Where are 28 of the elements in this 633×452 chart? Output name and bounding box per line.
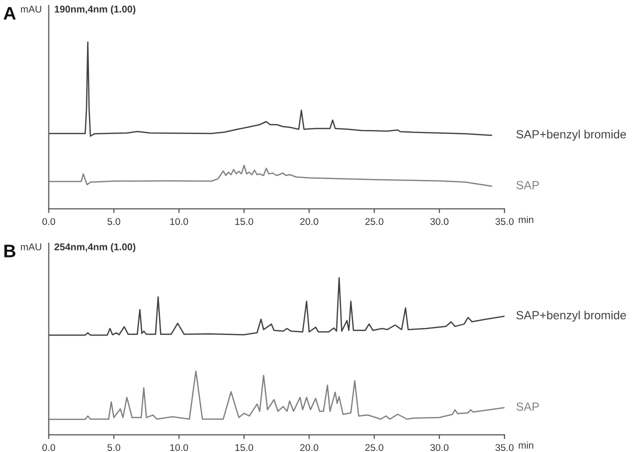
x-tick-label: 25.0 [365, 218, 384, 225]
chart-subtitle: 190nm,4nm (1.00) [54, 5, 136, 14]
chart-title: A [4, 7, 16, 20]
x-tick-label: 35.0 [495, 218, 514, 225]
x-tick-label: 0.0 [42, 218, 56, 225]
text: SAP [516, 180, 539, 190]
x-tick-label: 10.0 [170, 444, 188, 451]
chart-subtitle: 254nm,4nm (1.00) [54, 243, 136, 252]
series-label: SAP+benzyl bromide [516, 310, 626, 322]
x-tick-label: 30.0 [430, 218, 448, 225]
x-tick-label: 30.0 [430, 444, 448, 451]
x-tick-label: 5.0 [107, 444, 120, 451]
y-axis-title: mAU [20, 6, 42, 13]
x-tick-label: 5.0 [107, 218, 120, 225]
chart-title: B [4, 244, 16, 258]
x-tick-label: 0.0 [42, 444, 56, 451]
x-tick-label: 20.0 [300, 444, 318, 451]
series-label: SAP [516, 402, 539, 411]
y-axis-title: mAU [20, 244, 42, 250]
x-tick-label: 10.0 [170, 218, 188, 225]
x-tick-label: 15.0 [235, 444, 254, 451]
text: SAP+benzyl bromide [516, 130, 626, 141]
x-tick-label: 25.0 [365, 444, 384, 451]
x-tick-label: 20.0 [300, 218, 318, 225]
x-tick-label: 15.0 [235, 218, 254, 225]
x-tick-label: 35.0 [495, 444, 514, 451]
x-axis-title: min [518, 216, 534, 223]
x-axis-title: min [518, 442, 534, 449]
